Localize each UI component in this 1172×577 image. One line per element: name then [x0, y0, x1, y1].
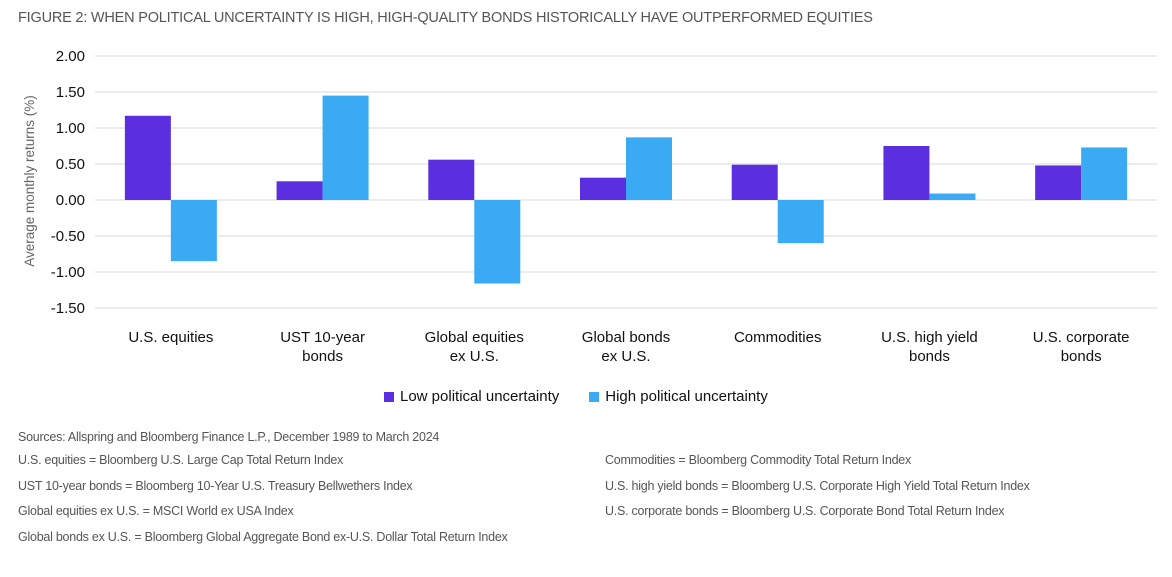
y-tick-label: -0.50	[51, 228, 85, 245]
bars	[124, 95, 1128, 284]
bar-low-uncertainty	[883, 146, 930, 200]
bar-low-uncertainty	[580, 177, 626, 200]
sources-note: Sources: Allspring and Bloomberg Finance…	[18, 430, 440, 444]
bar-low-uncertainty	[731, 164, 778, 200]
footnotes: Sources: Allspring and Bloomberg Finance…	[18, 430, 1158, 553]
bar-high-uncertainty	[626, 137, 672, 200]
legend: Low political uncertainty High political…	[384, 388, 768, 405]
definition-us-equities: U.S. equities = Bloomberg U.S. Large Cap…	[18, 453, 344, 467]
y-tick-label: -1.00	[51, 264, 85, 281]
bar-high-uncertainty	[777, 200, 824, 244]
legend-item-high: High political uncertainty	[589, 388, 768, 405]
x-axis-categories: U.S. equities UST 10-year bonds Global equi…	[128, 329, 1129, 365]
y-tick-label: -1.50	[51, 300, 85, 317]
x-category-label: UST 10-year bonds	[280, 329, 365, 365]
y-tick-label: 2.00	[56, 48, 85, 65]
bar-high-uncertainty	[170, 200, 217, 262]
bar-low-uncertainty	[1035, 165, 1082, 200]
definitions-left-column: U.S. equities = Bloomberg U.S. Large Cap…	[18, 453, 508, 555]
y-axis-ticks: 2.00 1.50 1.00 0.50 0.00 -0.50 -1.00 -1.50	[51, 48, 85, 317]
x-category-label: U.S. equities	[128, 329, 213, 346]
definition-global-equities: Global equities ex U.S. = MSCI World ex …	[18, 504, 294, 518]
definition-ust-10-year: UST 10-year bonds = Bloomberg 10-Year U.…	[18, 478, 413, 493]
y-axis-label: Average monthly returns (%)	[22, 95, 37, 267]
y-tick-label: 0.00	[56, 192, 85, 209]
definitions-right-column: Commodities = Bloomberg Commodity Total …	[605, 453, 1030, 530]
bar-low-uncertainty	[124, 115, 171, 200]
bar-high-uncertainty	[929, 193, 976, 200]
x-category-label: Commodities	[734, 329, 822, 346]
chart-title: FIGURE 2: WHEN POLITICAL UNCERTAINTY IS …	[18, 10, 873, 26]
legend-item-low: Low political uncertainty	[384, 388, 559, 405]
x-category-label: Global equities ex U.S.	[425, 329, 524, 365]
bar-high-uncertainty	[474, 200, 521, 284]
bar-high-uncertainty	[322, 95, 369, 200]
definition-commodities: Commodities = Bloomberg Commodity Total …	[605, 453, 912, 467]
definition-us-corporate: U.S. corporate bonds = Bloomberg U.S. Co…	[605, 504, 1005, 518]
bar-low-uncertainty	[428, 159, 475, 200]
bar-low-uncertainty	[276, 181, 323, 200]
index-definitions: U.S. equities = Bloomberg U.S. Large Cap…	[18, 453, 1158, 553]
legend-swatch-low	[384, 391, 394, 402]
definition-global-bonds: Global bonds ex U.S. = Bloomberg Global …	[18, 529, 508, 544]
legend-label-low: Low political uncertainty	[400, 388, 560, 405]
y-tick-label: 1.50	[56, 84, 85, 101]
x-category-label: U.S. corporate bonds	[1033, 329, 1130, 365]
y-tick-label: 1.00	[56, 120, 85, 137]
legend-swatch-high	[589, 391, 600, 402]
legend-label-high: High political uncertainty	[605, 388, 768, 405]
bar-high-uncertainty	[1081, 147, 1128, 200]
y-tick-label: 0.50	[56, 156, 85, 173]
x-category-label: Global bonds ex U.S.	[582, 329, 670, 365]
bar-chart: 2.00 1.50 1.00 0.50 0.00 -0.50 -1.00 -1.50 U.S.…	[22, 48, 1157, 365]
definition-us-high-yield: U.S. high yield bonds = Bloomberg U.S. C…	[605, 478, 1030, 493]
x-category-label: U.S. high yield bonds	[881, 329, 978, 365]
